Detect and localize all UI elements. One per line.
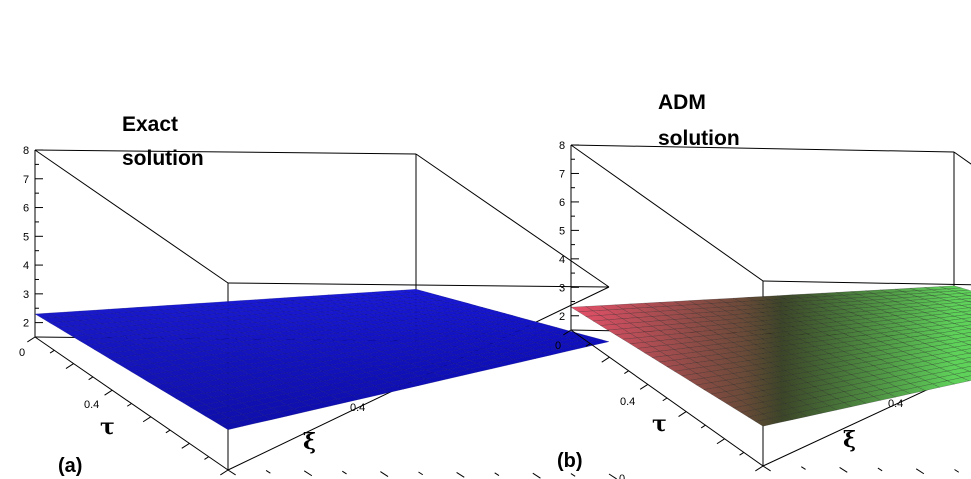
xi-tick [494, 472, 500, 476]
panel-label-b: (b) [557, 450, 583, 472]
box-edge [34, 149, 229, 284]
tau-tick-label: 0 [555, 340, 561, 352]
xi-tick-label: 0 [619, 473, 625, 479]
tau-tick [142, 416, 152, 423]
tau-axis-label: τ [652, 411, 667, 437]
tau-tick [678, 411, 687, 417]
tau-axis: 00.4 [19, 336, 229, 476]
annotation-line-1: ADM [658, 91, 706, 114]
panel-label-a: (a) [58, 455, 82, 477]
annotation-line-1: Exact [122, 113, 178, 136]
z-tick-label: 8 [23, 145, 29, 157]
tau-tick [563, 329, 572, 336]
z-tick-label: 5 [559, 225, 565, 237]
xi-tick [801, 466, 806, 470]
tau-tick [639, 383, 649, 390]
z-tick-label: 7 [23, 174, 29, 186]
box-edge [415, 153, 610, 288]
xi-tick [877, 467, 883, 472]
tau-tick [624, 370, 629, 374]
tau-tick [165, 429, 171, 434]
tau-tick-label: 0 [19, 347, 25, 359]
z-tick-label: 2 [23, 318, 29, 330]
box-edge [570, 144, 764, 282]
xi-tick [303, 470, 313, 477]
tau-tick [700, 424, 706, 429]
xi-tick [954, 469, 960, 473]
tau-axis: 00.4 [555, 329, 764, 472]
tau-tick [662, 397, 668, 402]
tau-tick-label: 0.4 [620, 396, 635, 408]
tau-axis-label: τ [100, 414, 115, 440]
surface-b [570, 285, 971, 427]
annotation-line-2: solution [122, 147, 204, 170]
z-tick-label: 8 [559, 140, 565, 152]
box-edge [953, 151, 971, 165]
xi-tick [342, 470, 347, 475]
tau-tick [104, 389, 113, 396]
box-edge [34, 149, 417, 155]
xi-tick [570, 473, 576, 477]
surface-cell [755, 418, 779, 427]
annotation-line-2: solution [658, 127, 740, 150]
tau-tick [585, 343, 591, 347]
z-tick-label: 3 [559, 282, 565, 294]
tau-tick [126, 403, 132, 407]
xi-tick [608, 473, 617, 479]
tau-tick [755, 465, 764, 472]
xi-axis-label: ξ [843, 427, 856, 453]
xi-tick [532, 472, 541, 479]
box-edge [227, 282, 610, 288]
tau-tick [181, 442, 190, 449]
z-axis: 2 3 4 5 6 7 8 [559, 140, 579, 323]
tau-tick [601, 356, 610, 363]
tau-tick [716, 438, 725, 445]
xi-axis: 00.4 [762, 398, 960, 475]
z-tick-label: 4 [23, 260, 29, 272]
z-tick-label: 5 [23, 231, 29, 243]
z-tick-label: 2 [559, 311, 565, 323]
xi-tick [380, 471, 389, 477]
z-tick-label: 4 [559, 254, 565, 266]
xi-tick [227, 469, 236, 476]
tau-tick [27, 336, 36, 343]
surface-cell [220, 421, 244, 430]
tau-tick [739, 451, 745, 456]
xi-tick [762, 465, 771, 472]
z-tick-label: 6 [559, 197, 565, 209]
xi-tick [418, 471, 424, 476]
tau-tick-label: 0.4 [84, 399, 99, 411]
surface-a [34, 289, 610, 430]
xi-tick [456, 471, 465, 478]
z-axis: 2 3 4 5 6 7 8 [23, 145, 43, 330]
z-tick-label: 3 [23, 289, 29, 301]
tau-tick [204, 456, 209, 460]
xi-tick-label: 0.4 [888, 398, 903, 410]
z-tick-label: 6 [23, 203, 29, 215]
xi-tick [915, 468, 925, 475]
tau-tick [88, 376, 94, 381]
xi-tick [265, 469, 271, 474]
xi-tick [839, 466, 848, 473]
xi-axis-label: ξ [303, 429, 316, 455]
z-tick-label: 7 [559, 168, 565, 180]
tau-tick [49, 349, 55, 354]
xi-tick-label: 0.4 [350, 402, 365, 414]
tau-tick [220, 469, 229, 476]
tau-tick [65, 363, 74, 369]
box-edge [570, 144, 955, 153]
xi-axis: 00.4 [227, 402, 625, 479]
